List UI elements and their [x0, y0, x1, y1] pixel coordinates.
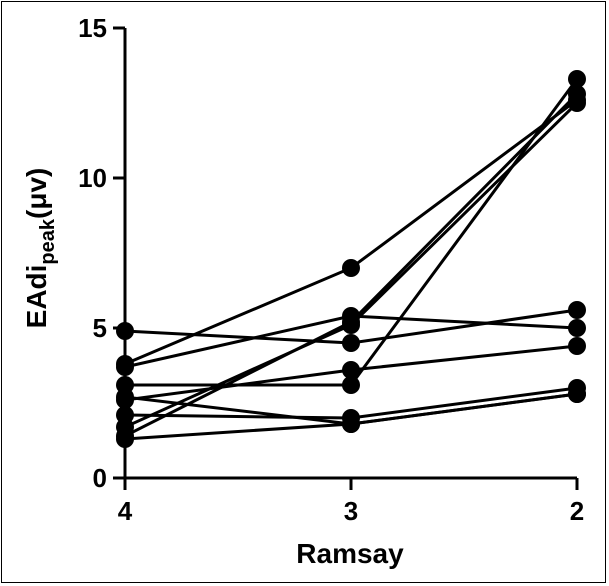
data-point: [116, 427, 134, 445]
data-point: [568, 70, 586, 88]
data-point: [568, 319, 586, 337]
y-tick-label: 0: [93, 463, 107, 493]
y-axis-title-sub: peak: [37, 218, 59, 264]
data-point: [116, 358, 134, 376]
y-axis-title: EAdipeak(μv): [21, 168, 59, 329]
x-axis-title: Ramsay: [296, 538, 404, 569]
data-point: [342, 313, 360, 331]
y-axis-title-main: EAdi: [21, 265, 52, 329]
x-tick-label: 3: [344, 496, 358, 526]
y-tick-label: 10: [78, 163, 107, 193]
data-point: [116, 322, 134, 340]
y-ticks: 0 5 10 15: [78, 13, 125, 493]
x-tick-label: 2: [570, 496, 584, 526]
data-point: [342, 415, 360, 433]
y-tick-label: 5: [93, 313, 107, 343]
series-1: [116, 301, 586, 352]
y-axis-title-unit: (μv): [21, 168, 52, 219]
data-point: [342, 334, 360, 352]
data-point: [568, 385, 586, 403]
data-point: [568, 337, 586, 355]
series-10: [116, 85, 586, 445]
series-group: [116, 70, 586, 448]
y-tick-label: 15: [78, 13, 107, 43]
data-point: [568, 301, 586, 319]
data-point: [342, 376, 360, 394]
data-point: [342, 361, 360, 379]
x-tick-label: 4: [118, 496, 133, 526]
data-point: [568, 85, 586, 103]
data-point: [116, 388, 134, 406]
data-point: [342, 259, 360, 277]
x-ticks: 4 3 2: [118, 478, 584, 526]
